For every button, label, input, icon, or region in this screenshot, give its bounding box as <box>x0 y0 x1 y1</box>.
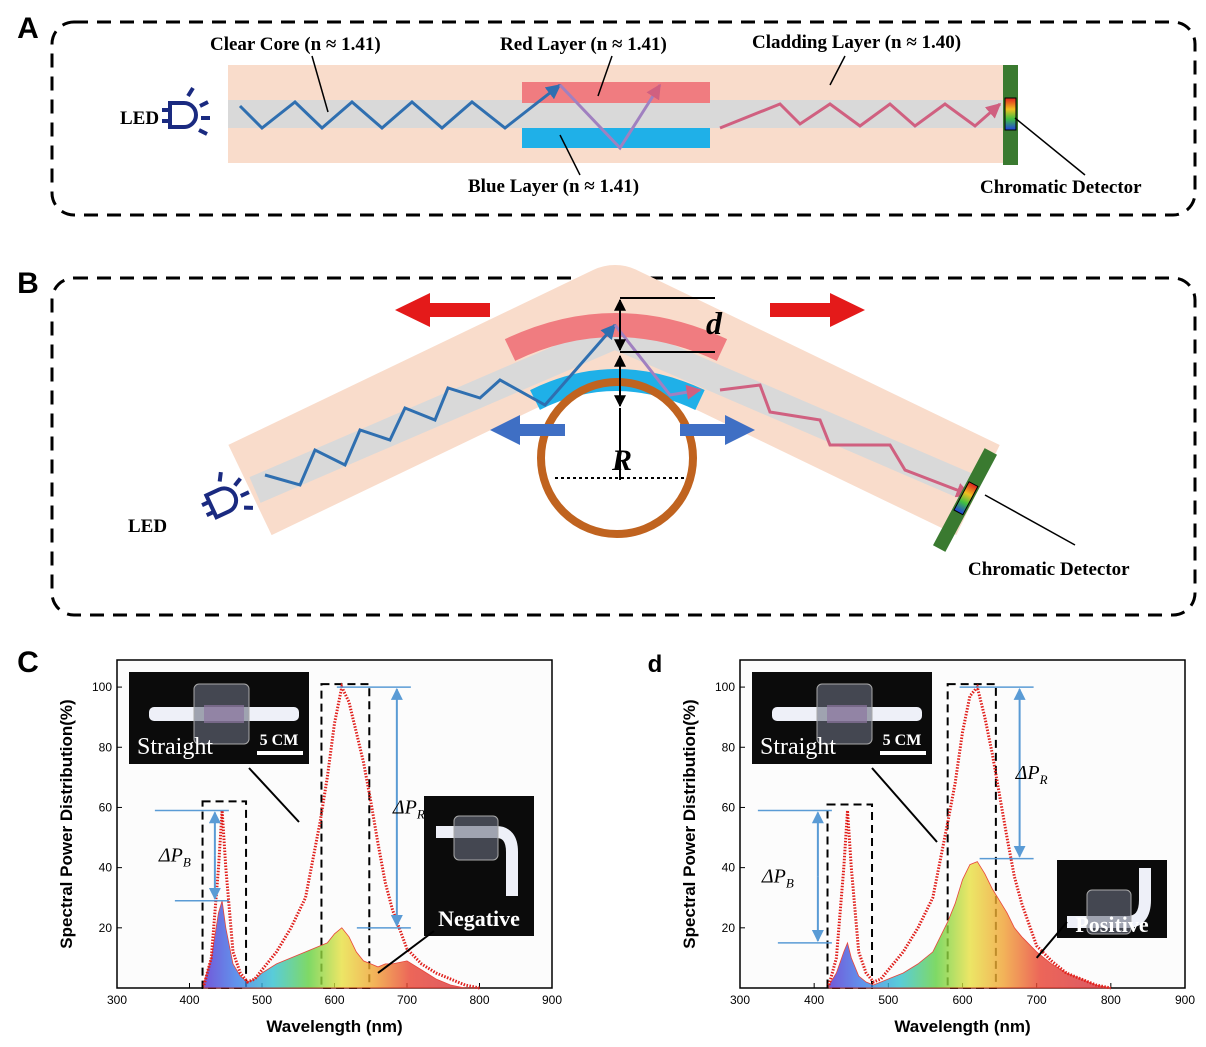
x-tick-label: 600 <box>952 993 972 1007</box>
y-tick-label: 60 <box>722 800 736 814</box>
y-tick-label: 20 <box>99 921 113 935</box>
tension-arrow <box>770 293 865 327</box>
delta-label: ΔP <box>761 866 786 888</box>
inset-label: Straight <box>137 734 213 760</box>
delta-label: ΔP <box>392 796 417 818</box>
x-tick-label: 600 <box>324 993 344 1007</box>
y-tick-label: 80 <box>99 740 113 754</box>
inset-label: Straight <box>760 734 836 760</box>
x-tick-label: 300 <box>107 993 127 1007</box>
y-tick-label: 100 <box>715 680 735 694</box>
y-tick-label: 80 <box>722 740 736 754</box>
delta-label: R <box>416 806 425 821</box>
delta-label: R <box>1039 772 1048 787</box>
scale-bar <box>257 751 303 755</box>
x-tick-label: 700 <box>1027 993 1047 1007</box>
y-tick-label: 40 <box>99 861 113 875</box>
label: R <box>611 444 632 477</box>
x-axis-title: Wavelength (nm) <box>266 1017 402 1036</box>
panel-label: C <box>17 646 39 679</box>
delta-label: B <box>183 855 191 870</box>
inset-label: Negative <box>438 906 520 931</box>
y-tick-label: 40 <box>722 861 736 875</box>
panel-label: d <box>648 651 663 678</box>
label: LED <box>120 108 159 129</box>
delta-label: ΔP <box>1015 762 1040 784</box>
label: LED <box>128 516 167 537</box>
y-axis-title: Spectral Power Distribution(%) <box>680 699 699 948</box>
x-tick-label: 500 <box>878 993 898 1007</box>
label: d <box>706 305 723 341</box>
leader-line <box>985 495 1075 545</box>
x-tick-label: 900 <box>1175 993 1195 1007</box>
x-tick-label: 800 <box>1101 993 1121 1007</box>
x-tick-label: 500 <box>252 993 272 1007</box>
scale-label: 5 CM <box>260 732 299 749</box>
y-tick-label: 100 <box>92 680 112 694</box>
delta-label: ΔP <box>158 845 183 867</box>
y-axis-title: Spectral Power Distribution(%) <box>57 699 76 948</box>
label: Chromatic Detector <box>980 177 1142 198</box>
label: Chromatic Detector <box>968 559 1130 580</box>
delta-label: B <box>786 876 794 891</box>
charts: 300 400 500 600 700 800 900 20 40 60 80 100 Waveleng… <box>17 646 1195 1036</box>
scale-bar <box>880 751 926 755</box>
x-tick-label: 400 <box>804 993 824 1007</box>
x-tick-label: 700 <box>397 993 417 1007</box>
x-tick-label: 900 <box>542 993 562 1007</box>
panel-b: B d R LED Chromatic Detector <box>17 267 1195 615</box>
label: Blue Layer (n ≈ 1.41) <box>468 176 639 197</box>
label: Cladding Layer (n ≈ 1.40) <box>752 32 961 53</box>
inset-label: Positive <box>1075 912 1149 937</box>
x-axis-title: Wavelength (nm) <box>894 1017 1030 1036</box>
detector-sensor <box>1005 98 1016 130</box>
x-tick-label: 400 <box>179 993 199 1007</box>
panel-a: A Clear Core (n ≈ 1.41) Red Layer (n ≈ 1… <box>17 12 1195 215</box>
x-tick-label: 300 <box>730 993 750 1007</box>
scale-label: 5 CM <box>883 732 922 749</box>
label: Clear Core (n ≈ 1.41) <box>210 34 381 55</box>
panel-label: B <box>17 267 39 300</box>
figure: A Clear Core (n ≈ 1.41) Red Layer (n ≈ 1… <box>0 0 1206 1047</box>
tension-arrow <box>395 293 490 327</box>
label: Red Layer (n ≈ 1.41) <box>500 34 667 55</box>
x-tick-label: 800 <box>469 993 489 1007</box>
led-icon <box>162 88 210 134</box>
y-tick-label: 20 <box>722 921 736 935</box>
mount <box>454 816 498 860</box>
y-tick-label: 60 <box>99 800 113 814</box>
panel-label: A <box>17 12 39 45</box>
